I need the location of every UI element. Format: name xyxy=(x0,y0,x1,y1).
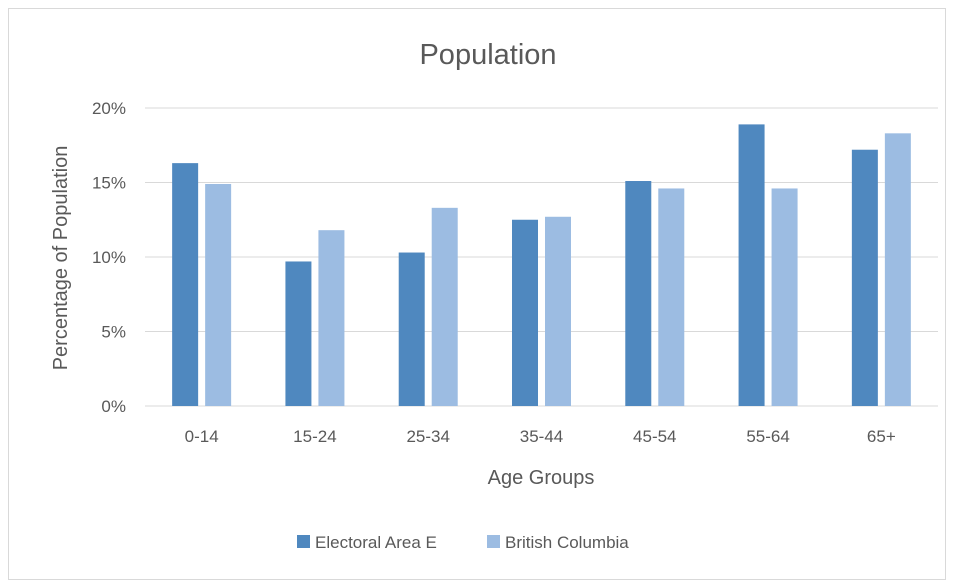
y-tick-label: 15% xyxy=(92,174,126,193)
x-tick-label: 55-64 xyxy=(746,427,789,446)
x-tick-label: 0-14 xyxy=(185,427,219,446)
bar-british-columbia-65+ xyxy=(884,133,911,406)
bar-electoral-area-e-45-54 xyxy=(625,181,652,406)
bar-electoral-area-e-15-24 xyxy=(285,261,312,406)
bar-electoral-area-e-35-44 xyxy=(512,219,538,406)
bar-british-columbia-0-14 xyxy=(205,183,232,406)
bar-british-columbia-15-24 xyxy=(318,230,345,406)
y-tick-label: 10% xyxy=(92,248,126,267)
legend-swatch xyxy=(487,535,500,548)
bar-electoral-area-e-25-34 xyxy=(398,252,425,406)
bar-british-columbia-35-44 xyxy=(545,216,571,406)
bar-electoral-area-e-65+ xyxy=(851,149,878,406)
y-tick-labels: 0% 5% 10% 15% 20% xyxy=(92,99,126,416)
x-tick-labels: 0-14 15-24 25-34 35-44 45-54 55-64 65+ xyxy=(185,427,896,446)
y-axis-title: Percentage of Population xyxy=(50,146,72,371)
x-tick-label: 35-44 xyxy=(520,427,563,446)
bar-british-columbia-55-64 xyxy=(771,188,798,406)
legend-swatch xyxy=(297,535,310,548)
x-tick-label: 25-34 xyxy=(406,427,449,446)
x-tick-label: 15-24 xyxy=(293,427,336,446)
bar-electoral-area-e-0-14 xyxy=(172,163,199,406)
gridlines xyxy=(145,107,938,407)
x-tick-label: 45-54 xyxy=(633,427,676,446)
legend-label: Electoral Area E xyxy=(315,533,437,552)
chart-title: Population xyxy=(419,39,556,71)
y-tick-label: 20% xyxy=(92,99,126,118)
bar-british-columbia-45-54 xyxy=(658,188,685,406)
x-axis-title: Age Groups xyxy=(488,467,595,489)
legend-label: British Columbia xyxy=(505,533,629,552)
x-tick-label: 65+ xyxy=(867,427,896,446)
legend: Electoral Area E British Columbia xyxy=(297,533,629,552)
y-tick-label: 0% xyxy=(101,397,126,416)
bars xyxy=(172,124,911,406)
y-tick-label: 5% xyxy=(101,323,126,342)
bar-electoral-area-e-55-64 xyxy=(738,124,765,406)
bar-british-columbia-25-34 xyxy=(431,207,458,406)
